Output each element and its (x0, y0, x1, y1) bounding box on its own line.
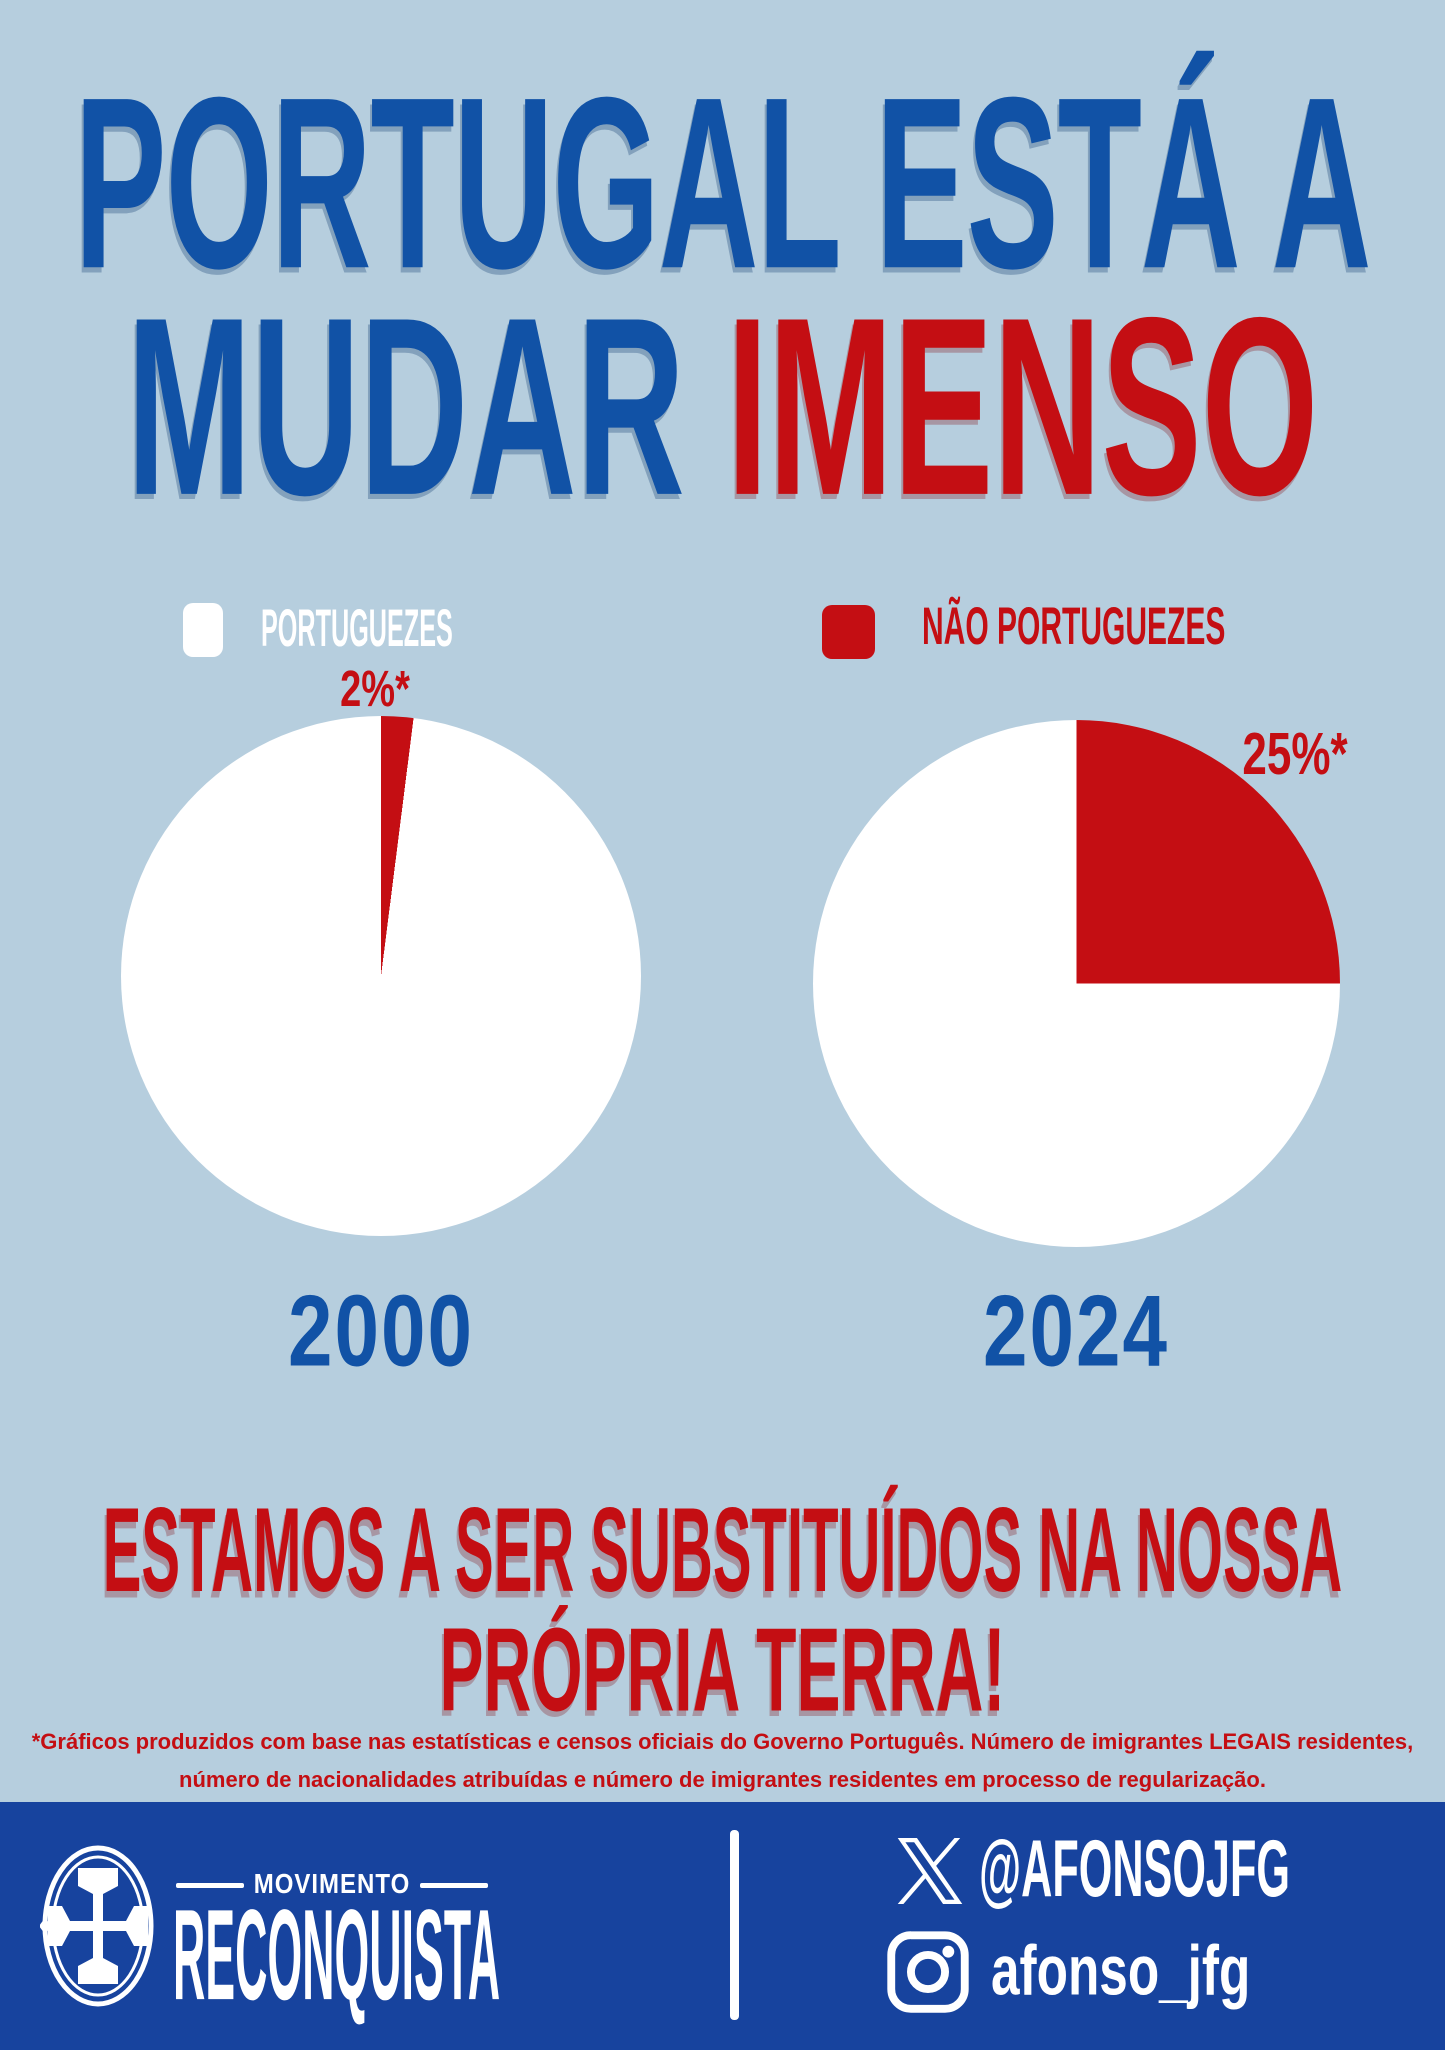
reconquista-cross-logo-icon (40, 1845, 154, 2007)
instagram-handle-wrap: afonso_jfg (991, 1932, 1264, 2033)
x-logo-icon (897, 1838, 963, 1904)
x-handle: @AFONSOJFG (979, 1825, 1290, 1915)
title-line-2-text: MUDAR IMENSO (127, 279, 1319, 533)
pie-slice-label-2024: 25%* (1242, 721, 1348, 788)
title-line-1: PORTUGAL ESTÁ A (0, 62, 1445, 306)
legend-portuguezes-label: PORTUGUEZES (261, 599, 453, 659)
movimento-rule-right (420, 1882, 488, 1888)
footer-divider (730, 1830, 739, 2020)
statement-line-1-text: ESTAMOS A SER SUBSTITUÍDOS NA NOSSA (102, 1484, 1343, 1618)
legend-portuguezes-label-wrap: PORTUGUEZES (261, 603, 565, 669)
footer-bar (0, 1802, 1445, 2050)
pie-slice-label-2024-wrap: 25%* (1242, 725, 1400, 799)
pie-slice-label-2000-wrap: 2%* (340, 662, 445, 734)
movimento-label: MOVIMENTO (253, 1868, 411, 1900)
statement-line-2: PRÓPRIA TERRA! (0, 1610, 1445, 1729)
statement-line-2-text: PRÓPRIA TERRA! (439, 1602, 1006, 1736)
x-handle-wrap: @AFONSOJFG (979, 1825, 1325, 1925)
footnote-line-2: número de nacionalidades atribuídas e nú… (179, 1767, 1266, 1792)
instagram-handle: afonso_jfg (991, 1932, 1251, 2010)
legend-nao-portuguezes-swatch (822, 605, 875, 659)
legend-nao-portuguezes-label-wrap: NÃO PORTUGUEZES (922, 601, 1326, 667)
word-imenso: IMENSO (726, 264, 1319, 548)
pie-chart-2000 (121, 716, 641, 1236)
pie-chart-2024 (813, 720, 1340, 1247)
legend-portuguezes-swatch (183, 603, 223, 657)
year-label-2000: 2000 (288, 1273, 474, 1387)
statement-line-1: ESTAMOS A SER SUBSTITUÍDOS NA NOSSA (0, 1491, 1445, 1610)
title-line-1-text: PORTUGAL ESTÁ A (74, 47, 1371, 321)
word-mudar: MUDAR (126, 264, 727, 548)
reconquista-label-wrap: RECONQUISTA (173, 1893, 553, 2022)
movimento-rule-left (176, 1882, 244, 1888)
title-line-2: MUDAR IMENSO (0, 279, 1445, 533)
footnote-line-1: *Gráficos produzidos com base nas estatí… (31, 1729, 1414, 1754)
instagram-icon (887, 1931, 969, 2013)
pie-slice-label-2000: 2%* (340, 661, 410, 719)
legend-nao-portuguezes-label: NÃO PORTUGUEZES (922, 597, 1226, 657)
reconquista-label: RECONQUISTA (173, 1885, 501, 2029)
year-label-2024: 2024 (983, 1273, 1169, 1387)
year-label-2024-wrap: 2024 (983, 1280, 1262, 1411)
year-label-2000-wrap: 2000 (288, 1280, 567, 1411)
movimento-row: MOVIMENTO (176, 1868, 488, 1900)
